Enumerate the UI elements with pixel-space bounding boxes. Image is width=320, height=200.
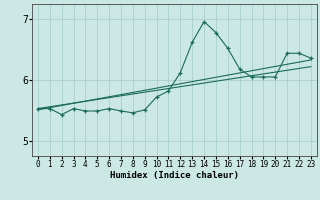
X-axis label: Humidex (Indice chaleur): Humidex (Indice chaleur) xyxy=(110,171,239,180)
